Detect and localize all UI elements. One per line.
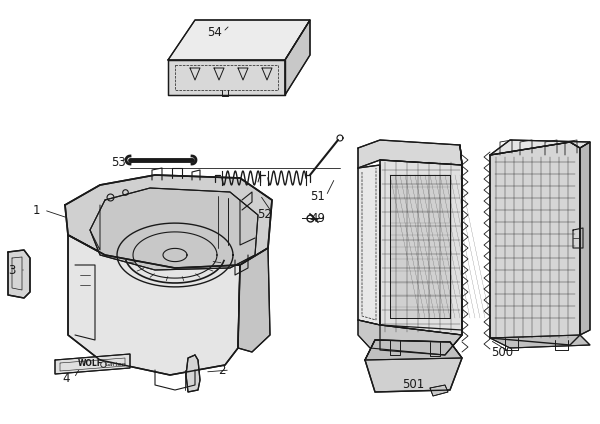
Polygon shape [90, 188, 258, 270]
Text: 500: 500 [491, 346, 513, 359]
Polygon shape [68, 235, 240, 375]
Text: 52: 52 [257, 207, 272, 220]
Polygon shape [490, 140, 590, 155]
Polygon shape [430, 385, 448, 396]
Text: 53: 53 [110, 156, 125, 168]
Polygon shape [55, 354, 130, 374]
Polygon shape [168, 20, 310, 60]
Text: 49: 49 [311, 212, 325, 224]
Text: 51: 51 [311, 190, 325, 203]
Polygon shape [358, 165, 380, 325]
Polygon shape [380, 160, 462, 335]
Polygon shape [8, 250, 30, 298]
Text: WOLF: WOLF [77, 360, 103, 368]
Polygon shape [490, 142, 580, 345]
Polygon shape [285, 20, 310, 95]
Text: Garten: Garten [105, 362, 127, 366]
Polygon shape [168, 60, 285, 95]
Polygon shape [186, 355, 200, 392]
Polygon shape [380, 145, 462, 355]
Polygon shape [365, 340, 462, 392]
Polygon shape [580, 142, 590, 335]
Polygon shape [358, 140, 462, 168]
Text: 501: 501 [402, 379, 424, 391]
Polygon shape [390, 175, 450, 318]
Polygon shape [358, 320, 462, 355]
Text: 54: 54 [208, 25, 223, 39]
Polygon shape [490, 335, 590, 348]
Text: 2: 2 [218, 363, 226, 377]
Text: 3: 3 [8, 263, 16, 276]
Polygon shape [65, 175, 272, 268]
Text: 1: 1 [32, 204, 40, 217]
Polygon shape [238, 248, 270, 352]
Polygon shape [365, 340, 462, 360]
Text: 4: 4 [62, 371, 70, 385]
